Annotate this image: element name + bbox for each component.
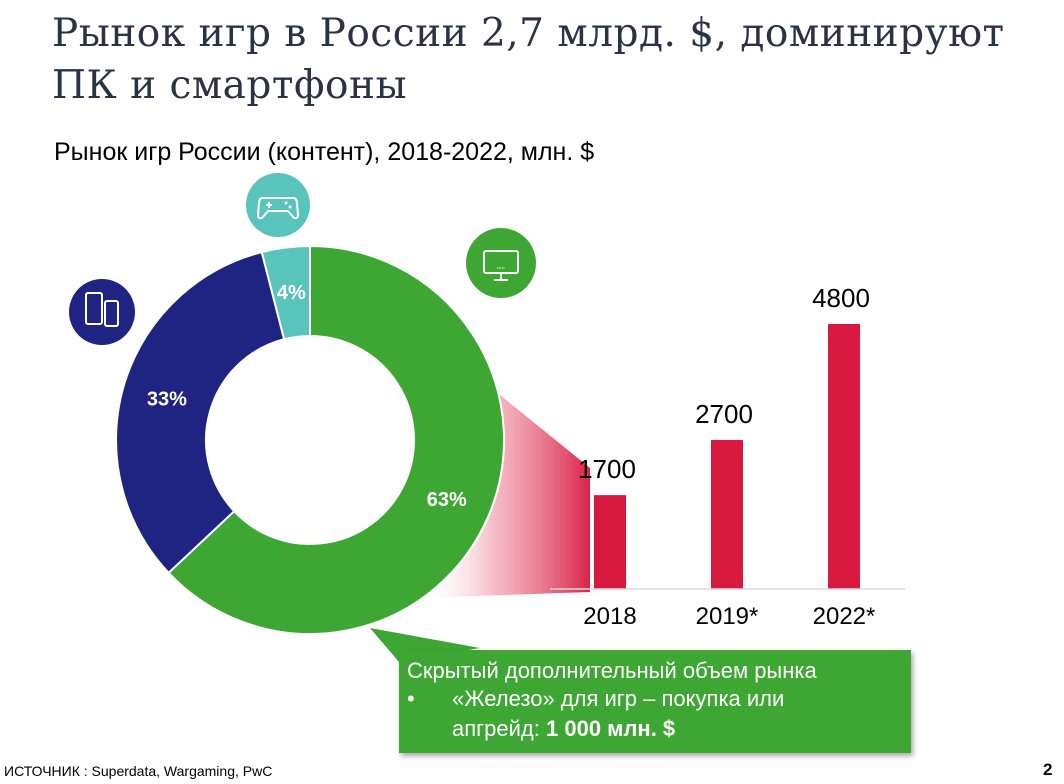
gamepad-icon [246,173,310,237]
bar-chart: 1700 2018 2700 2019* 4800 2022* [578,283,875,630]
chart-subtitle: Рынок игр России (контент), 2018-2022, м… [54,138,595,166]
bar [711,439,743,589]
bar [828,324,860,589]
bar-category-label: 2019* [696,603,759,630]
bar-value-label: 2700 [695,399,753,429]
desktop-monitor-icon [466,228,536,298]
callout-line-2: апгрейд: 1 000 млн. $ [452,716,675,742]
source-note: ИСТОЧНИК : Superdata, Wargaming, PwC [4,763,273,779]
donut-slice-label: 33% [147,388,187,410]
callout-line-1: «Железо» для игр – покупка или [452,686,785,711]
page-title: Рынок игр в России 2,7 млрд. $, доминиру… [52,11,1005,108]
hidden-market-callout: Скрытый дополнительный объем рынка • «Же… [399,650,911,753]
bar-value-label: 4800 [812,283,870,313]
smartphones-icon [69,279,135,345]
bar-category-label: 2018 [583,603,636,630]
bar-category-label: 2022* [813,603,876,630]
donut-slice [167,244,505,635]
donut-slice [260,244,311,341]
callout-pointer [370,628,480,662]
callout-line-2-value: 1 000 млн. $ [546,716,676,741]
donut-slice-label: 63% [427,489,467,511]
page-number: 2 [1043,760,1053,779]
donut-chart: 63% 33% 4% [115,244,505,635]
donut-slice-label: 4% [277,282,306,304]
callout-line-2-text: апгрейд: [452,716,546,741]
bar-value-label: 1700 [578,454,636,484]
callout-heading: Скрытый дополнительный объем рынка [407,658,817,683]
callout-bullet: • [407,686,415,711]
bar [594,495,626,589]
donut-slice [115,250,286,575]
